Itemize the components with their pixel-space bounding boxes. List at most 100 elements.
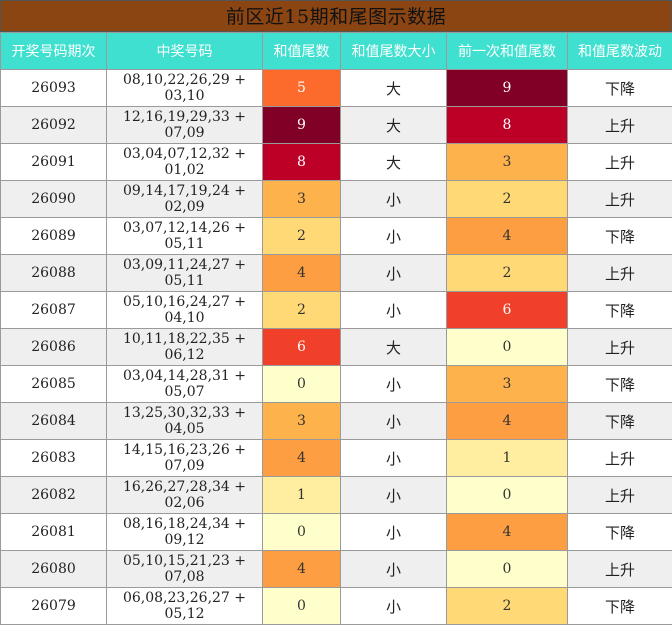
- cell-issue: 26085: [1, 366, 107, 403]
- cell-numbers: 12,16,19,29,33 + 07,09: [107, 107, 263, 144]
- cell-issue: 26088: [1, 255, 107, 292]
- cell-trend: 下降: [568, 588, 672, 625]
- cell-trend: 上升: [568, 440, 672, 477]
- cell-prev-tail: 3: [447, 366, 568, 403]
- cell-prev-tail: 4: [447, 218, 568, 255]
- cell-numbers: 03,04,07,12,32 + 01,02: [107, 144, 263, 181]
- cell-prev-tail: 8: [447, 107, 568, 144]
- cell-size: 小: [341, 477, 447, 514]
- data-table: 开奖号码期次 中奖号码 和值尾数 和值尾数大小 前一次和值尾数 和值尾数波动 2…: [0, 32, 672, 625]
- cell-prev-tail: 9: [447, 70, 568, 107]
- cell-issue: 26082: [1, 477, 107, 514]
- cell-size: 小: [341, 292, 447, 329]
- cell-size: 小: [341, 440, 447, 477]
- cell-issue: 26080: [1, 551, 107, 588]
- cell-numbers: 16,26,27,28,34 + 02,06: [107, 477, 263, 514]
- cell-size: 小: [341, 551, 447, 588]
- cell-issue: 26084: [1, 403, 107, 440]
- cell-trend: 上升: [568, 107, 672, 144]
- cell-trend: 上升: [568, 551, 672, 588]
- cell-numbers: 09,14,17,19,24 + 02,09: [107, 181, 263, 218]
- cell-tail: 9: [263, 107, 341, 144]
- cell-tail: 1: [263, 477, 341, 514]
- cell-prev-tail: 0: [447, 477, 568, 514]
- cell-prev-tail: 3: [447, 144, 568, 181]
- header-trend: 和值尾数波动: [568, 33, 672, 70]
- cell-trend: 上升: [568, 181, 672, 218]
- cell-size: 大: [341, 107, 447, 144]
- cell-prev-tail: 0: [447, 329, 568, 366]
- cell-prev-tail: 2: [447, 588, 568, 625]
- cell-issue: 26089: [1, 218, 107, 255]
- cell-issue: 26083: [1, 440, 107, 477]
- cell-tail: 4: [263, 551, 341, 588]
- cell-numbers: 03,04,14,28,31 + 05,07: [107, 366, 263, 403]
- cell-trend: 下降: [568, 366, 672, 403]
- header-numbers: 中奖号码: [107, 33, 263, 70]
- page-title: 前区近15期和尾图示数据: [0, 0, 672, 32]
- cell-tail: 4: [263, 255, 341, 292]
- cell-prev-tail: 1: [447, 440, 568, 477]
- header-issue: 开奖号码期次: [1, 33, 107, 70]
- cell-numbers: 03,09,11,24,27 + 05,11: [107, 255, 263, 292]
- cell-size: 小: [341, 588, 447, 625]
- cell-numbers: 10,11,18,22,35 + 06,12: [107, 329, 263, 366]
- cell-issue: 26079: [1, 588, 107, 625]
- cell-tail: 0: [263, 588, 341, 625]
- cell-size: 大: [341, 70, 447, 107]
- cell-issue: 26087: [1, 292, 107, 329]
- header-tail: 和值尾数: [263, 33, 341, 70]
- cell-numbers: 08,10,22,26,29 + 03,10: [107, 70, 263, 107]
- cell-tail: 3: [263, 403, 341, 440]
- cell-numbers: 05,10,15,21,23 + 07,08: [107, 551, 263, 588]
- cell-numbers: 14,15,16,23,26 + 07,09: [107, 440, 263, 477]
- cell-issue: 26091: [1, 144, 107, 181]
- cell-prev-tail: 2: [447, 255, 568, 292]
- cell-size: 小: [341, 403, 447, 440]
- cell-issue: 26086: [1, 329, 107, 366]
- cell-tail: 8: [263, 144, 341, 181]
- cell-trend: 下降: [568, 218, 672, 255]
- cell-trend: 下降: [568, 70, 672, 107]
- cell-size: 小: [341, 255, 447, 292]
- cell-tail: 2: [263, 218, 341, 255]
- header-size: 和值尾数大小: [341, 33, 447, 70]
- cell-trend: 上升: [568, 255, 672, 292]
- cell-prev-tail: 2: [447, 181, 568, 218]
- cell-prev-tail: 0: [447, 551, 568, 588]
- cell-issue: 26090: [1, 181, 107, 218]
- cell-size: 大: [341, 144, 447, 181]
- cell-numbers: 06,08,23,26,27 + 05,12: [107, 588, 263, 625]
- cell-trend: 下降: [568, 292, 672, 329]
- cell-numbers: 13,25,30,32,33 + 04,05: [107, 403, 263, 440]
- cell-tail: 4: [263, 440, 341, 477]
- cell-tail: 0: [263, 366, 341, 403]
- cell-issue: 26081: [1, 514, 107, 551]
- cell-prev-tail: 4: [447, 403, 568, 440]
- cell-trend: 下降: [568, 514, 672, 551]
- cell-tail: 6: [263, 329, 341, 366]
- cell-issue: 26092: [1, 107, 107, 144]
- cell-prev-tail: 4: [447, 514, 568, 551]
- cell-tail: 0: [263, 514, 341, 551]
- cell-numbers: 03,07,12,14,26 + 05,11: [107, 218, 263, 255]
- cell-trend: 上升: [568, 477, 672, 514]
- cell-numbers: 05,10,16,24,27 + 04,10: [107, 292, 263, 329]
- cell-trend: 上升: [568, 144, 672, 181]
- cell-numbers: 08,16,18,24,34 + 09,12: [107, 514, 263, 551]
- cell-issue: 26093: [1, 70, 107, 107]
- cell-trend: 下降: [568, 403, 672, 440]
